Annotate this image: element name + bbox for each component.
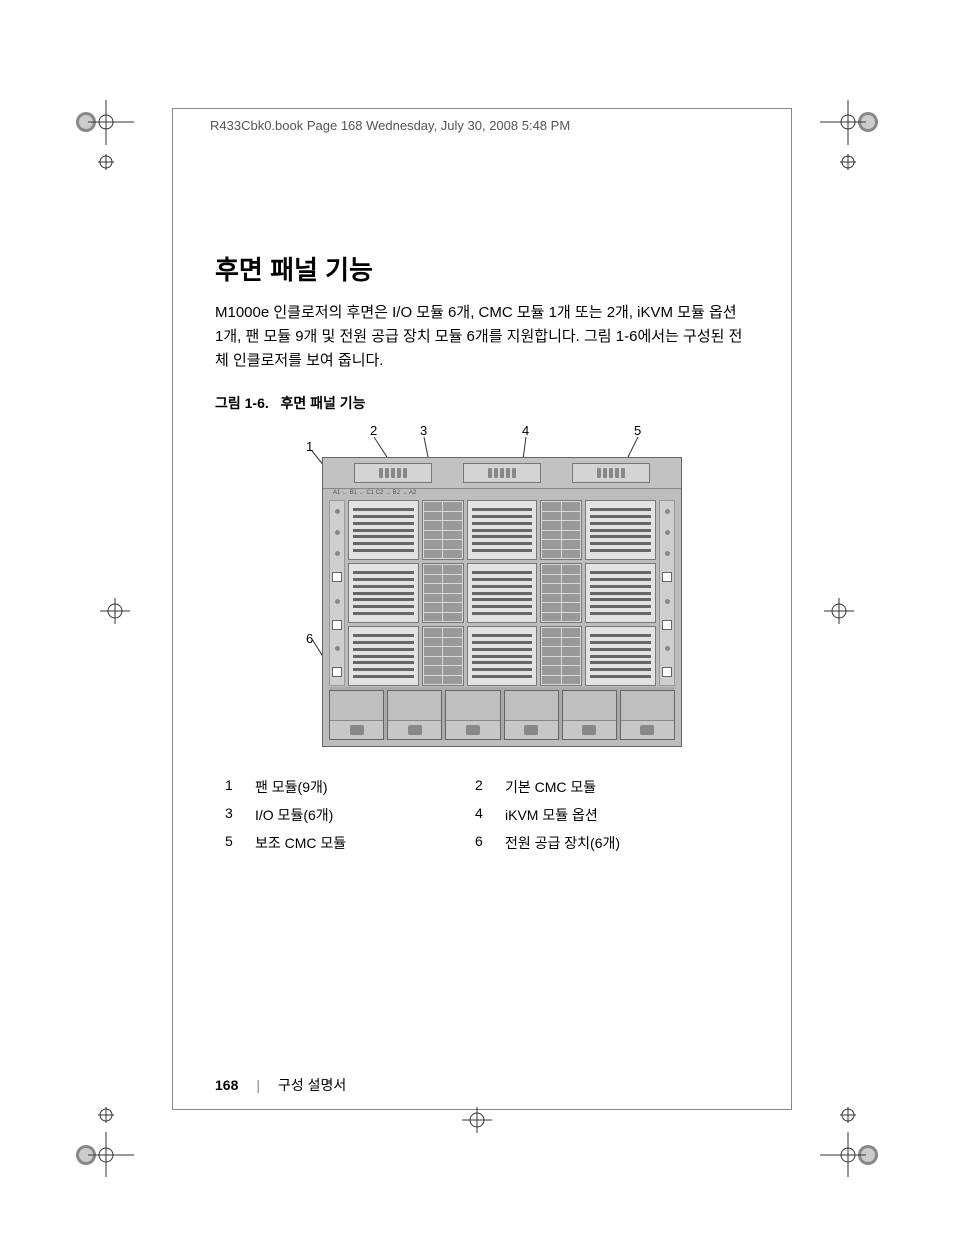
io-column-a bbox=[348, 500, 419, 686]
legend-num: 6 bbox=[475, 833, 505, 853]
psu-module bbox=[504, 690, 559, 740]
fan-module bbox=[540, 500, 582, 560]
psu-row bbox=[329, 687, 675, 740]
fan-module bbox=[422, 500, 464, 560]
callout-5: 5 bbox=[634, 423, 641, 438]
page-footer: 168 | 구성 설명서 bbox=[215, 1075, 346, 1095]
callout-2: 2 bbox=[370, 423, 377, 438]
content-area: 후면 패널 기능 M1000e 인클로저의 후면은 I/O 모듈 6개, CMC… bbox=[215, 250, 745, 853]
io-module bbox=[348, 500, 419, 560]
io-module bbox=[585, 500, 656, 560]
io-column-b bbox=[467, 500, 538, 686]
legend-label: I/O 모듈(6개) bbox=[255, 805, 475, 825]
io-module bbox=[467, 500, 538, 560]
crop-mark-bottom-center bbox=[452, 1105, 502, 1135]
crop-mark-bottom-left bbox=[74, 1107, 184, 1177]
legend-label: 보조 CMC 모듈 bbox=[255, 833, 475, 853]
page-number: 168 bbox=[215, 1077, 238, 1093]
body-paragraph: M1000e 인클로저의 후면은 I/O 모듈 6개, CMC 모듈 1개 또는… bbox=[215, 301, 745, 373]
legend-label: 기본 CMC 모듈 bbox=[505, 777, 725, 797]
crop-mark-top-right bbox=[770, 100, 880, 170]
cmc-secondary-module bbox=[572, 463, 650, 483]
legend-num: 3 bbox=[225, 805, 255, 825]
footer-doc-title: 구성 설명서 bbox=[278, 1075, 346, 1095]
io-module bbox=[348, 626, 419, 686]
fan-module bbox=[422, 626, 464, 686]
io-module bbox=[348, 563, 419, 623]
fan-module bbox=[540, 563, 582, 623]
crop-mark-mid-left bbox=[90, 596, 140, 626]
figure: 1 2 3 4 5 6 A1 ← B1 bbox=[260, 427, 700, 757]
slot-labels: A1 ← B1 ← C1 C2 → B2 → A2 bbox=[333, 490, 671, 500]
chassis-rear: A1 ← B1 ← C1 C2 → B2 → A2 bbox=[322, 457, 682, 747]
page: R433Cbk0.book Page 168 Wednesday, July 3… bbox=[0, 0, 954, 1235]
running-head: R433Cbk0.book Page 168 Wednesday, July 3… bbox=[210, 118, 570, 133]
legend-num: 4 bbox=[475, 805, 505, 825]
psu-module bbox=[620, 690, 675, 740]
io-module bbox=[467, 563, 538, 623]
side-rail-left bbox=[329, 500, 345, 686]
legend-label: 팬 모듈(9개) bbox=[255, 777, 475, 797]
fan-module bbox=[422, 563, 464, 623]
fan-column-2 bbox=[540, 500, 582, 686]
callout-4: 4 bbox=[522, 423, 529, 438]
crop-mark-top-left bbox=[74, 100, 184, 170]
fan-module bbox=[540, 626, 582, 686]
legend-num: 2 bbox=[475, 777, 505, 797]
ikvm-module bbox=[463, 463, 541, 483]
crop-mark-mid-right bbox=[814, 596, 864, 626]
footer-separator: | bbox=[256, 1077, 260, 1093]
callout-3: 3 bbox=[420, 423, 427, 438]
figure-legend: 1 팬 모듈(9개) 2 기본 CMC 모듈 3 I/O 모듈(6개) 4 iK… bbox=[225, 777, 725, 853]
io-module bbox=[467, 626, 538, 686]
crop-mark-bottom-right bbox=[770, 1107, 880, 1177]
callout-1: 1 bbox=[306, 439, 313, 454]
psu-module bbox=[387, 690, 442, 740]
figure-caption-prefix: 그림 1-6. bbox=[215, 395, 269, 411]
io-module bbox=[585, 626, 656, 686]
psu-module bbox=[445, 690, 500, 740]
figure-caption: 그림 1-6. 후면 패널 기능 bbox=[215, 393, 745, 413]
callout-6: 6 bbox=[306, 631, 313, 646]
mid-area bbox=[329, 500, 675, 686]
page-title: 후면 패널 기능 bbox=[215, 250, 745, 287]
top-module-row bbox=[323, 458, 681, 489]
cmc-primary-module bbox=[354, 463, 432, 483]
legend-num: 1 bbox=[225, 777, 255, 797]
legend-label: 전원 공급 장치(6개) bbox=[505, 833, 725, 853]
psu-module bbox=[562, 690, 617, 740]
side-rail-right bbox=[659, 500, 675, 686]
fan-column-1 bbox=[422, 500, 464, 686]
psu-module bbox=[329, 690, 384, 740]
legend-label: iKVM 모듈 옵션 bbox=[505, 805, 725, 825]
io-column-c bbox=[585, 500, 656, 686]
legend-num: 5 bbox=[225, 833, 255, 853]
figure-caption-title: 후면 패널 기능 bbox=[280, 395, 365, 411]
io-module bbox=[585, 563, 656, 623]
